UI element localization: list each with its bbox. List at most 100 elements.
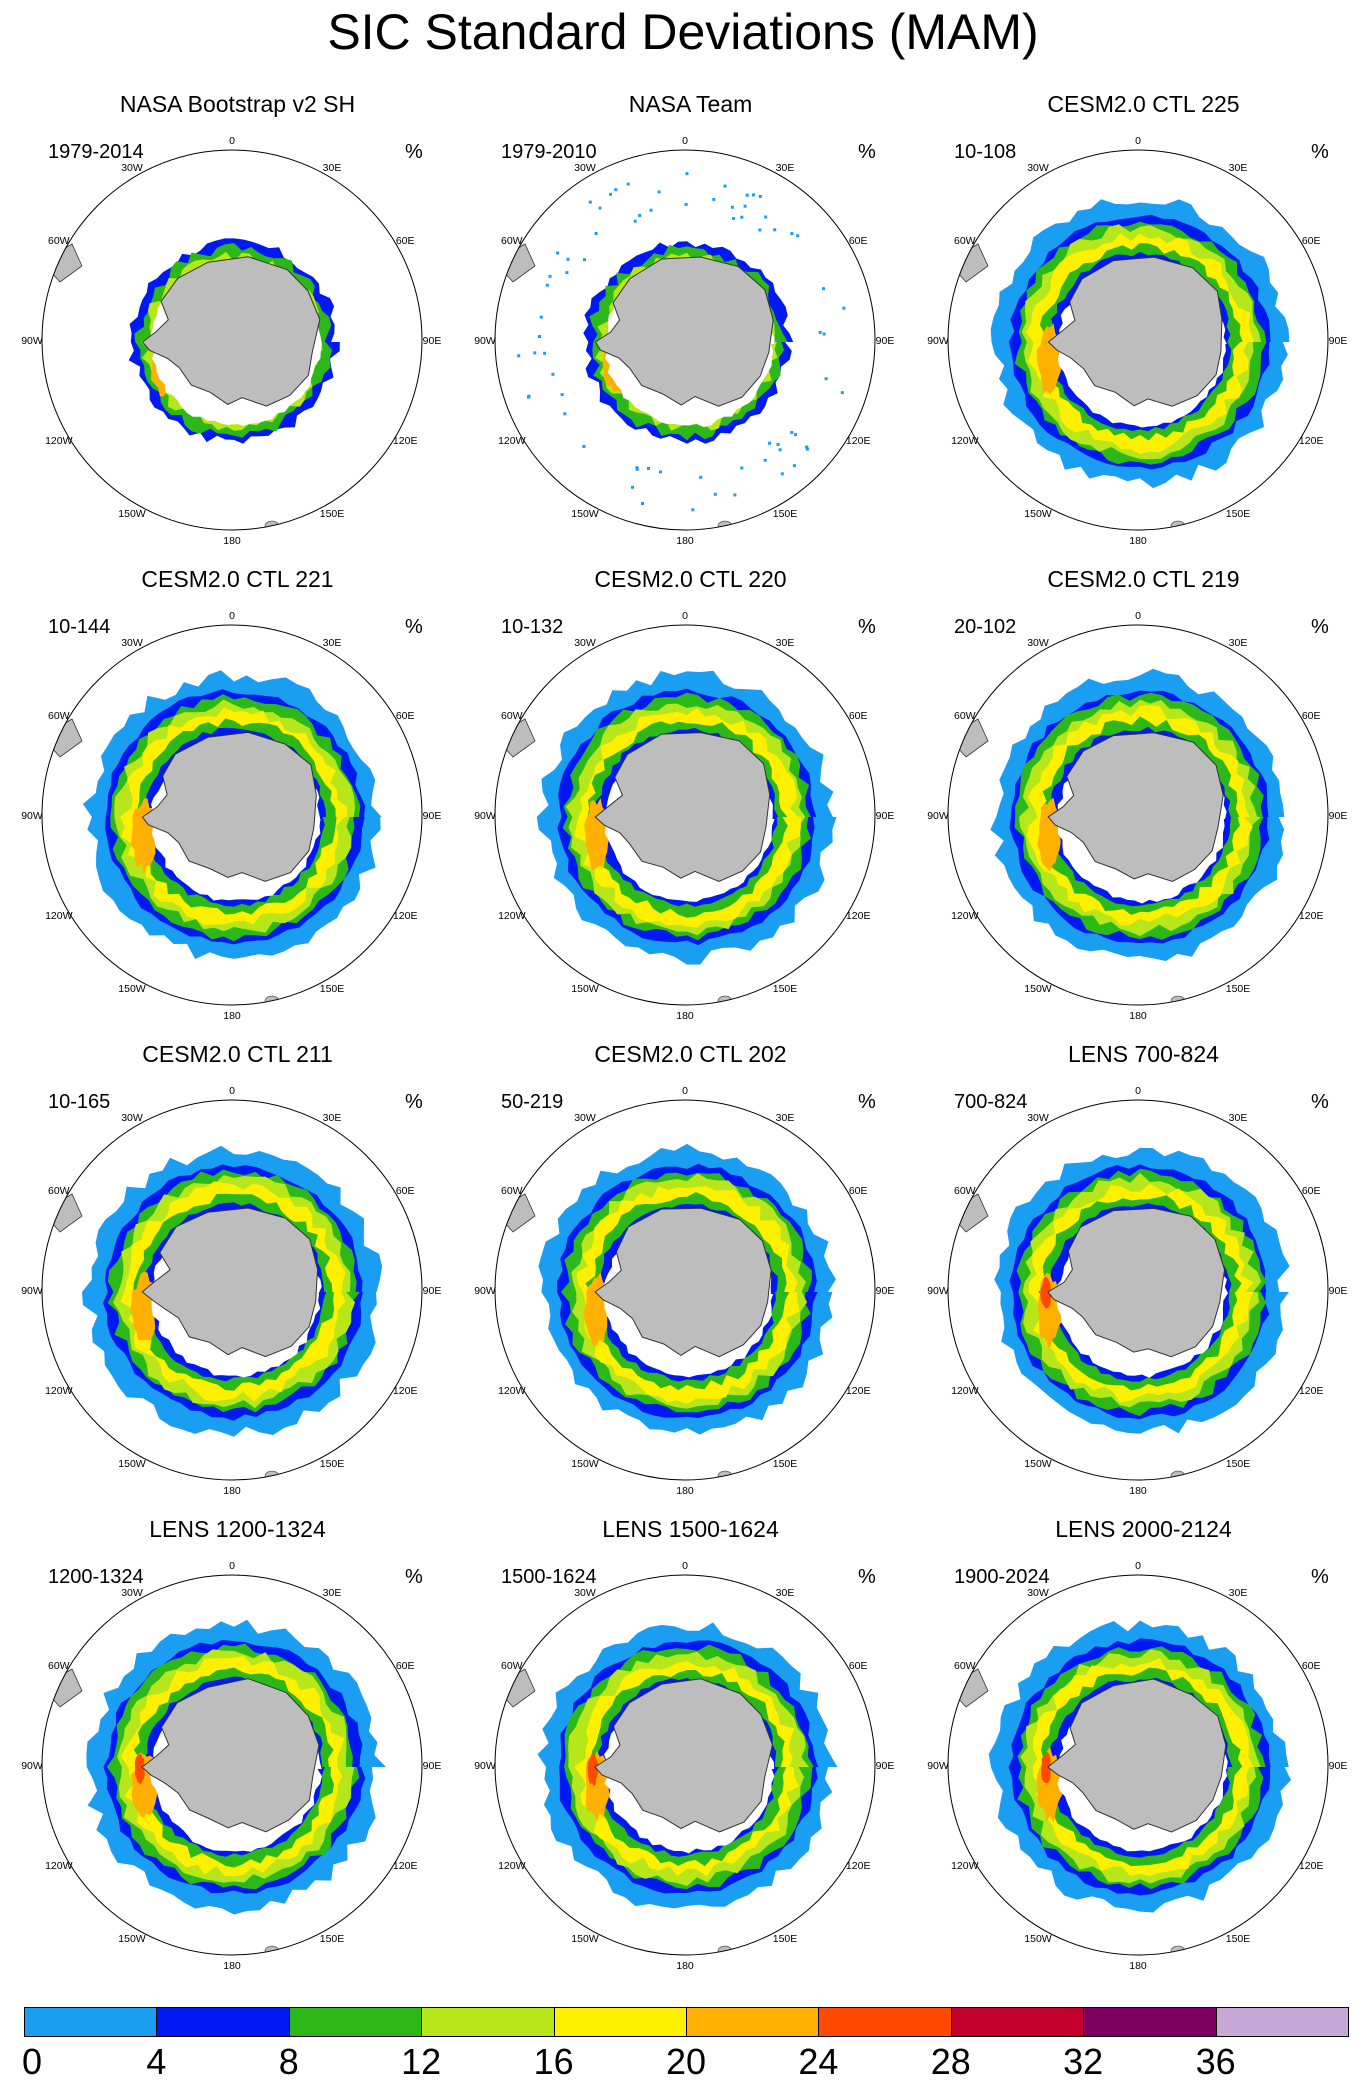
panel-unit: %	[1311, 1091, 1329, 1113]
panel-unit: %	[1311, 1566, 1329, 1588]
longitude-label: 0	[1135, 135, 1141, 147]
longitude-label: 30W	[121, 162, 143, 174]
panel-period: 10-144	[48, 616, 111, 638]
colorbar-tick-label: 24	[798, 2041, 839, 2082]
longitude-label: 30W	[121, 1587, 143, 1599]
longitude-label: 60W	[501, 1185, 523, 1197]
longitude-label: 60E	[396, 235, 415, 247]
polar-stereographic-map: 0 30E 60E 90E 120E 150E 180 150W 120W 90W 60W 30W	[21, 135, 442, 547]
panel-period: 1900-2024	[954, 1566, 1050, 1588]
longitude-label: 120W	[498, 1860, 526, 1872]
panel-title: LENS 2000-2124	[1055, 1516, 1232, 1542]
longitude-label: 120W	[498, 1385, 526, 1397]
longitude-label: 90W	[927, 335, 949, 347]
longitude-label: 60E	[849, 1185, 868, 1197]
sic-speckle	[659, 470, 662, 474]
longitude-label: 120W	[951, 1385, 979, 1397]
longitude-label: 60E	[849, 710, 868, 722]
longitude-label: 120W	[45, 910, 73, 922]
longitude-label: 90W	[474, 335, 496, 347]
longitude-label: 90E	[1329, 1760, 1348, 1772]
sic-speckle	[545, 283, 549, 287]
antarctica-landmass	[594, 256, 774, 407]
longitude-label: 90E	[876, 335, 895, 347]
longitude-label: 150W	[118, 983, 146, 995]
polar-stereographic-map: 0 30E 60E 90E 120E 150E 180 150W 120W 90W 60W 30W	[474, 135, 895, 547]
longitude-label: 150W	[1024, 1458, 1052, 1470]
longitude-label: 150E	[773, 1458, 798, 1470]
longitude-label: 180	[1129, 535, 1147, 547]
antarctica-landmass	[141, 731, 317, 882]
longitude-label: 0	[1135, 1560, 1141, 1572]
sic-speckle	[563, 412, 567, 416]
longitude-label: 180	[223, 1010, 241, 1022]
sic-speckle	[773, 228, 777, 232]
longitude-label: 60W	[48, 235, 70, 247]
panel-title: CESM2.0 CTL 221	[141, 566, 334, 592]
map-boundary-circle	[947, 1099, 1329, 1481]
sic-speckle	[745, 193, 749, 197]
longitude-label: 0	[682, 1085, 688, 1097]
longitude-label: 30W	[1027, 162, 1049, 174]
colorbar-tick-label: 8	[278, 2041, 299, 2082]
longitude-label: 90E	[423, 335, 442, 347]
longitude-label: 120E	[393, 910, 418, 922]
sic-speckle	[533, 351, 537, 355]
sic-speckle	[733, 493, 737, 497]
panel-title: CESM2.0 CTL 202	[594, 1041, 787, 1067]
longitude-label: 30W	[574, 162, 596, 174]
map-panel: NASA Team 1979-2010% 0 30E 60E 90E 120E 150E 180…	[463, 0, 918, 547]
longitude-label: 180	[676, 535, 694, 547]
colorbar-tick-label: 0	[21, 2041, 43, 2082]
longitude-label: 120W	[45, 435, 73, 447]
panel-unit: %	[405, 141, 423, 163]
panel-period: 10-165	[48, 1091, 111, 1113]
antarctica-landmass	[594, 1207, 772, 1358]
map-boundary-circle	[494, 149, 876, 531]
longitude-label: 120W	[45, 1385, 73, 1397]
longitude-label: 30W	[574, 1112, 596, 1124]
longitude-label: 30W	[574, 637, 596, 649]
panel-title: CESM2.0 CTL 211	[142, 1041, 333, 1067]
polar-stereographic-map: 0 30E 60E 90E 120E 150E 180 150W 120W 90W 60W 30W	[927, 1560, 1348, 1972]
sic-speckle	[713, 492, 717, 496]
colorbar-swatch	[950, 2007, 1085, 2037]
map-boundary-circle	[494, 624, 876, 1006]
longitude-label: 180	[1129, 1960, 1147, 1972]
longitude-label: 120W	[951, 910, 979, 922]
antarctica-landmass	[594, 1678, 773, 1833]
sic-speckle	[730, 205, 734, 209]
sic-speckle	[626, 182, 630, 186]
longitude-label: 150W	[1024, 1933, 1052, 1945]
longitude-label: 150W	[571, 983, 599, 995]
sic-speckle	[790, 430, 794, 434]
longitude-label: 90W	[21, 810, 43, 822]
longitude-label: 60W	[954, 1185, 976, 1197]
sic-speckle	[712, 197, 716, 201]
figure-title: SIC Standard Deviations (MAM)	[327, 4, 1039, 60]
colorbar-tick-label: 12	[401, 2041, 442, 2082]
map-panel: NASA Bootstrap v2 SH 1979-2014% 0 30E 60E 90E…	[10, 0, 465, 547]
longitude-label: 120W	[498, 910, 526, 922]
sic-speckle	[768, 441, 771, 445]
longitude-label: 150W	[571, 1458, 599, 1470]
antarctica-landmass	[1046, 1678, 1227, 1833]
longitude-label: 30W	[121, 1112, 143, 1124]
longitude-label: 120E	[393, 1860, 418, 1872]
longitude-label: 60W	[501, 1660, 523, 1672]
panel-period: 1500-1624	[501, 1566, 597, 1588]
panel-title: LENS 700-824	[1068, 1041, 1219, 1067]
longitude-label: 120E	[1299, 1860, 1324, 1872]
longitude-label: 150E	[1226, 1933, 1251, 1945]
longitude-label: 60W	[501, 235, 523, 247]
longitude-label: 180	[223, 535, 241, 547]
longitude-label: 90W	[927, 1760, 949, 1772]
longitude-label: 120E	[1299, 910, 1324, 922]
sic-speckle	[551, 372, 555, 376]
longitude-label: 90E	[423, 810, 442, 822]
panel-unit: %	[858, 1566, 876, 1588]
longitude-label: 150E	[1226, 1458, 1251, 1470]
sic-speckle	[842, 306, 846, 310]
sic-speckle	[792, 464, 796, 468]
sic-speckle	[740, 466, 744, 470]
